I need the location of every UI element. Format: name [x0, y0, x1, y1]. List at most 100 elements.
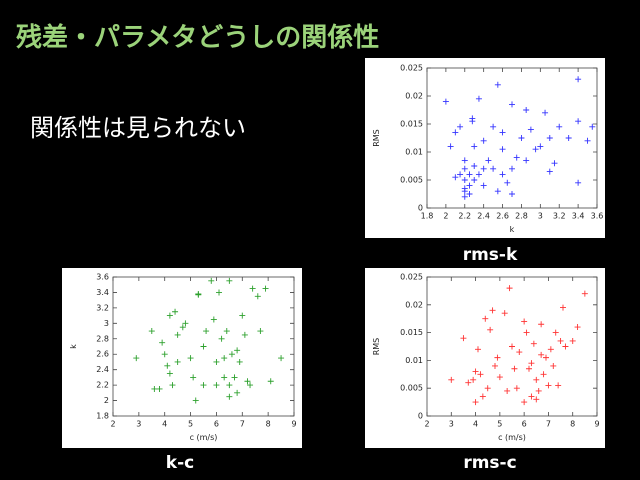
point [557, 337, 564, 344]
point [210, 316, 217, 323]
point [228, 351, 235, 358]
point [461, 193, 468, 200]
point [537, 143, 544, 150]
point [538, 351, 545, 358]
y-axis-label: RMS [372, 129, 381, 147]
point [169, 382, 176, 389]
point [521, 399, 528, 406]
y-tick-label: 1.8 [96, 412, 109, 421]
x-tick-label: 6 [522, 420, 527, 429]
point [472, 399, 479, 406]
point [499, 146, 506, 153]
point [226, 393, 233, 400]
point [182, 320, 189, 327]
point [528, 393, 535, 400]
y-axis-label: k [69, 344, 78, 349]
x-tick-label: 9 [291, 420, 296, 429]
point [466, 171, 473, 178]
point [506, 285, 513, 292]
point [485, 157, 492, 164]
point [460, 335, 467, 342]
point [551, 160, 558, 167]
point [213, 358, 220, 365]
x-axis-label: c (m/s) [498, 433, 526, 442]
chart-panel [62, 268, 302, 448]
point [236, 358, 243, 365]
point [457, 123, 464, 130]
y-tick-label: 0.02 [405, 300, 423, 309]
point [487, 326, 494, 333]
point [148, 328, 155, 335]
y-tick-label: 0.01 [405, 356, 423, 365]
point [543, 354, 549, 361]
y-tick-label: 3.2 [96, 303, 109, 312]
point [244, 378, 251, 385]
y-tick-label: 0 [418, 204, 423, 213]
point [234, 347, 241, 354]
point [584, 137, 591, 144]
slide-body: 関係性は見られない [30, 114, 246, 142]
point [490, 165, 497, 172]
y-tick-label: 0.005 [400, 176, 423, 185]
point [480, 137, 487, 144]
point [492, 362, 498, 369]
point [442, 98, 449, 105]
point [278, 355, 285, 362]
point [470, 376, 477, 383]
point [501, 310, 508, 317]
y-tick-label: 2.8 [96, 334, 109, 343]
point [477, 371, 484, 378]
x-tick-label: 9 [594, 420, 599, 429]
point [480, 165, 487, 172]
point [466, 191, 473, 197]
point [540, 371, 547, 378]
point [447, 143, 454, 150]
x-tick-label: 2 [110, 420, 115, 429]
point [489, 307, 496, 314]
point [461, 177, 468, 183]
point [475, 346, 481, 353]
y-tick-label: 3 [104, 319, 109, 328]
chart-panel [365, 268, 605, 448]
point [494, 354, 501, 361]
point [513, 154, 520, 161]
point [532, 146, 539, 153]
point [533, 396, 540, 403]
y-tick-label: 0.015 [400, 120, 423, 129]
point [581, 290, 588, 297]
point [509, 343, 515, 350]
point [475, 95, 482, 102]
x-axis-label: k [510, 225, 515, 234]
plot-frame [426, 276, 598, 417]
point [499, 171, 506, 178]
point [465, 379, 472, 386]
point [533, 376, 540, 383]
point [496, 374, 503, 381]
y-tick-label: 3.6 [96, 273, 109, 282]
point [267, 378, 274, 385]
y-tick-label: 0.005 [400, 384, 423, 393]
point [172, 308, 179, 315]
y-tick-label: 0.015 [400, 328, 423, 337]
x-tick-label: 2.2 [458, 212, 471, 221]
point [535, 387, 542, 394]
point [187, 355, 194, 362]
y-tick-label: 0.025 [400, 64, 423, 73]
point [528, 360, 535, 367]
point [471, 163, 478, 169]
x-tick-label: 4 [473, 420, 478, 429]
point [471, 177, 478, 183]
point [546, 135, 553, 141]
point [466, 182, 473, 189]
x-tick-label: 3.2 [553, 212, 566, 221]
plot-frame [112, 276, 295, 417]
point [249, 285, 256, 292]
point [239, 312, 246, 319]
point [226, 382, 233, 389]
point [484, 385, 491, 392]
point [511, 365, 518, 372]
point [482, 315, 489, 322]
point [521, 318, 528, 325]
x-tick-label: 2.6 [496, 212, 509, 221]
